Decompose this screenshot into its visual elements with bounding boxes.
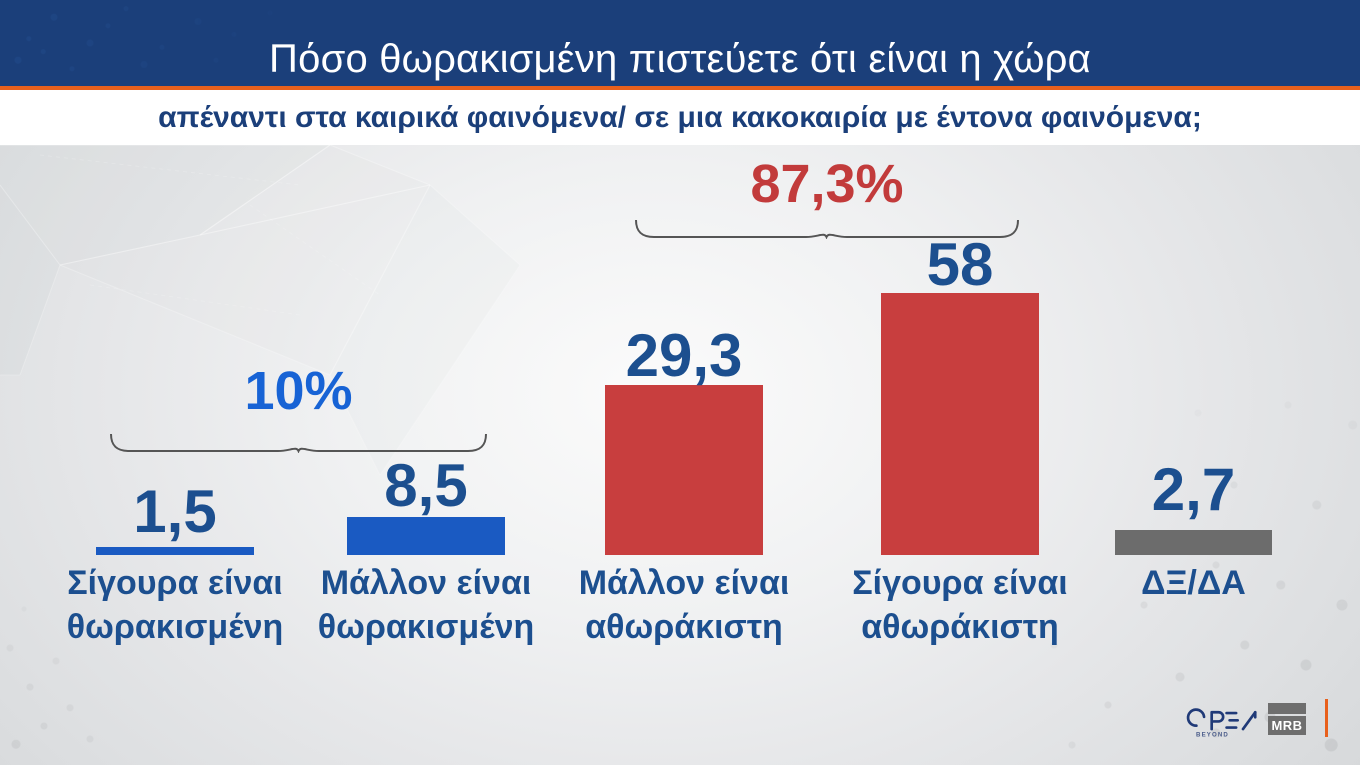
svg-text:BEYOND: BEYOND — [1196, 732, 1229, 739]
